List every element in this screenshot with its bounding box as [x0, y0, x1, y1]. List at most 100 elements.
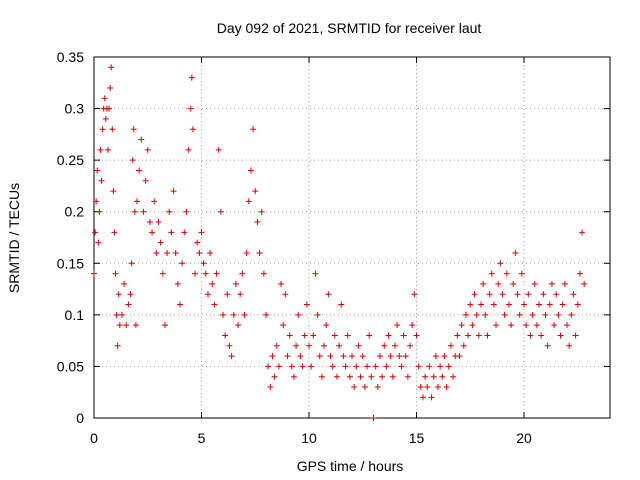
y-tick-label: 0.1 — [65, 307, 85, 323]
x-tick-label: 20 — [516, 430, 532, 446]
data-point — [110, 188, 117, 195]
data-point — [349, 353, 355, 360]
data-point — [142, 177, 149, 184]
data-point — [486, 291, 493, 298]
data-point — [192, 270, 199, 277]
data-point — [230, 311, 237, 318]
data-point — [366, 332, 373, 339]
data-point — [579, 229, 586, 236]
data-point — [93, 198, 100, 205]
data-point — [185, 146, 192, 153]
data-point — [488, 270, 495, 277]
data-point — [353, 363, 360, 370]
data-point — [475, 332, 482, 339]
data-point — [546, 301, 553, 308]
data-point — [536, 301, 543, 308]
data-point — [361, 384, 368, 391]
data-point — [342, 363, 349, 370]
data-point — [228, 353, 235, 360]
data-point — [140, 208, 147, 215]
data-point — [245, 198, 252, 205]
data-point — [118, 311, 125, 318]
plot-frame — [93, 56, 611, 419]
axis-ticks: 0 0.05 0.1 0.15 0.2 0.25 0.3 0.35 0 5 10 15 20 — [57, 49, 610, 446]
data-point — [460, 342, 467, 349]
data-point — [411, 291, 418, 298]
data-point — [161, 322, 168, 329]
data-point — [241, 311, 248, 318]
data-point — [174, 280, 181, 287]
data-point — [280, 322, 287, 329]
data-point — [179, 260, 186, 267]
x-tick-label: 10 — [301, 430, 317, 446]
data-point — [286, 332, 293, 339]
data-point — [357, 373, 364, 380]
data-point — [102, 115, 109, 122]
data-point — [232, 280, 239, 287]
data-point — [155, 219, 162, 226]
data-point — [430, 373, 437, 380]
data-point — [99, 126, 106, 133]
data-point — [533, 322, 540, 329]
data-point — [290, 373, 297, 380]
data-point — [226, 342, 233, 349]
data-point — [237, 291, 244, 298]
x-tick-label: 5 — [198, 430, 206, 446]
data-point — [331, 332, 338, 339]
data-point — [471, 291, 478, 298]
y-tick-label: 0.25 — [57, 152, 84, 168]
data-point — [462, 311, 469, 318]
data-point — [188, 74, 195, 81]
grid — [94, 57, 610, 418]
data-point — [443, 384, 450, 391]
data-point — [484, 332, 491, 339]
data-point — [127, 291, 134, 298]
data-point — [220, 311, 226, 318]
data-point — [138, 136, 145, 143]
y-tick-label: 0.35 — [57, 49, 84, 65]
data-point — [164, 249, 171, 256]
data-point — [323, 322, 330, 329]
data-point — [284, 353, 291, 360]
data-point — [263, 311, 269, 318]
data-point — [379, 373, 386, 380]
data-point — [128, 260, 135, 267]
data-point — [149, 229, 156, 236]
data-point — [333, 373, 340, 380]
data-point — [310, 332, 317, 339]
data-point — [441, 353, 448, 360]
data-point — [516, 311, 523, 318]
data-point — [495, 280, 502, 287]
data-point — [153, 249, 160, 256]
data-point — [112, 270, 119, 277]
data-point — [415, 363, 422, 370]
data-point — [200, 260, 207, 267]
data-point — [407, 342, 414, 349]
data-point — [374, 384, 381, 391]
data-point — [465, 332, 472, 339]
data-point — [166, 208, 173, 215]
data-point — [170, 188, 177, 195]
data-point — [344, 332, 351, 339]
data-point — [106, 105, 113, 112]
data-point — [282, 291, 289, 298]
data-point — [437, 363, 444, 370]
data-point — [450, 373, 457, 380]
data-points — [91, 64, 588, 421]
data-point — [113, 311, 120, 318]
data-point — [202, 270, 209, 277]
data-point — [329, 363, 336, 370]
data-point — [359, 353, 366, 360]
data-point — [109, 126, 116, 133]
data-point — [101, 95, 108, 102]
data-point — [581, 280, 588, 287]
data-point — [538, 332, 545, 339]
data-point — [288, 363, 295, 370]
data-point — [574, 301, 581, 308]
data-point — [136, 167, 143, 174]
data-point — [314, 311, 321, 318]
data-point — [299, 363, 306, 370]
data-point — [394, 322, 401, 329]
data-point — [493, 322, 500, 329]
data-point — [250, 126, 257, 133]
